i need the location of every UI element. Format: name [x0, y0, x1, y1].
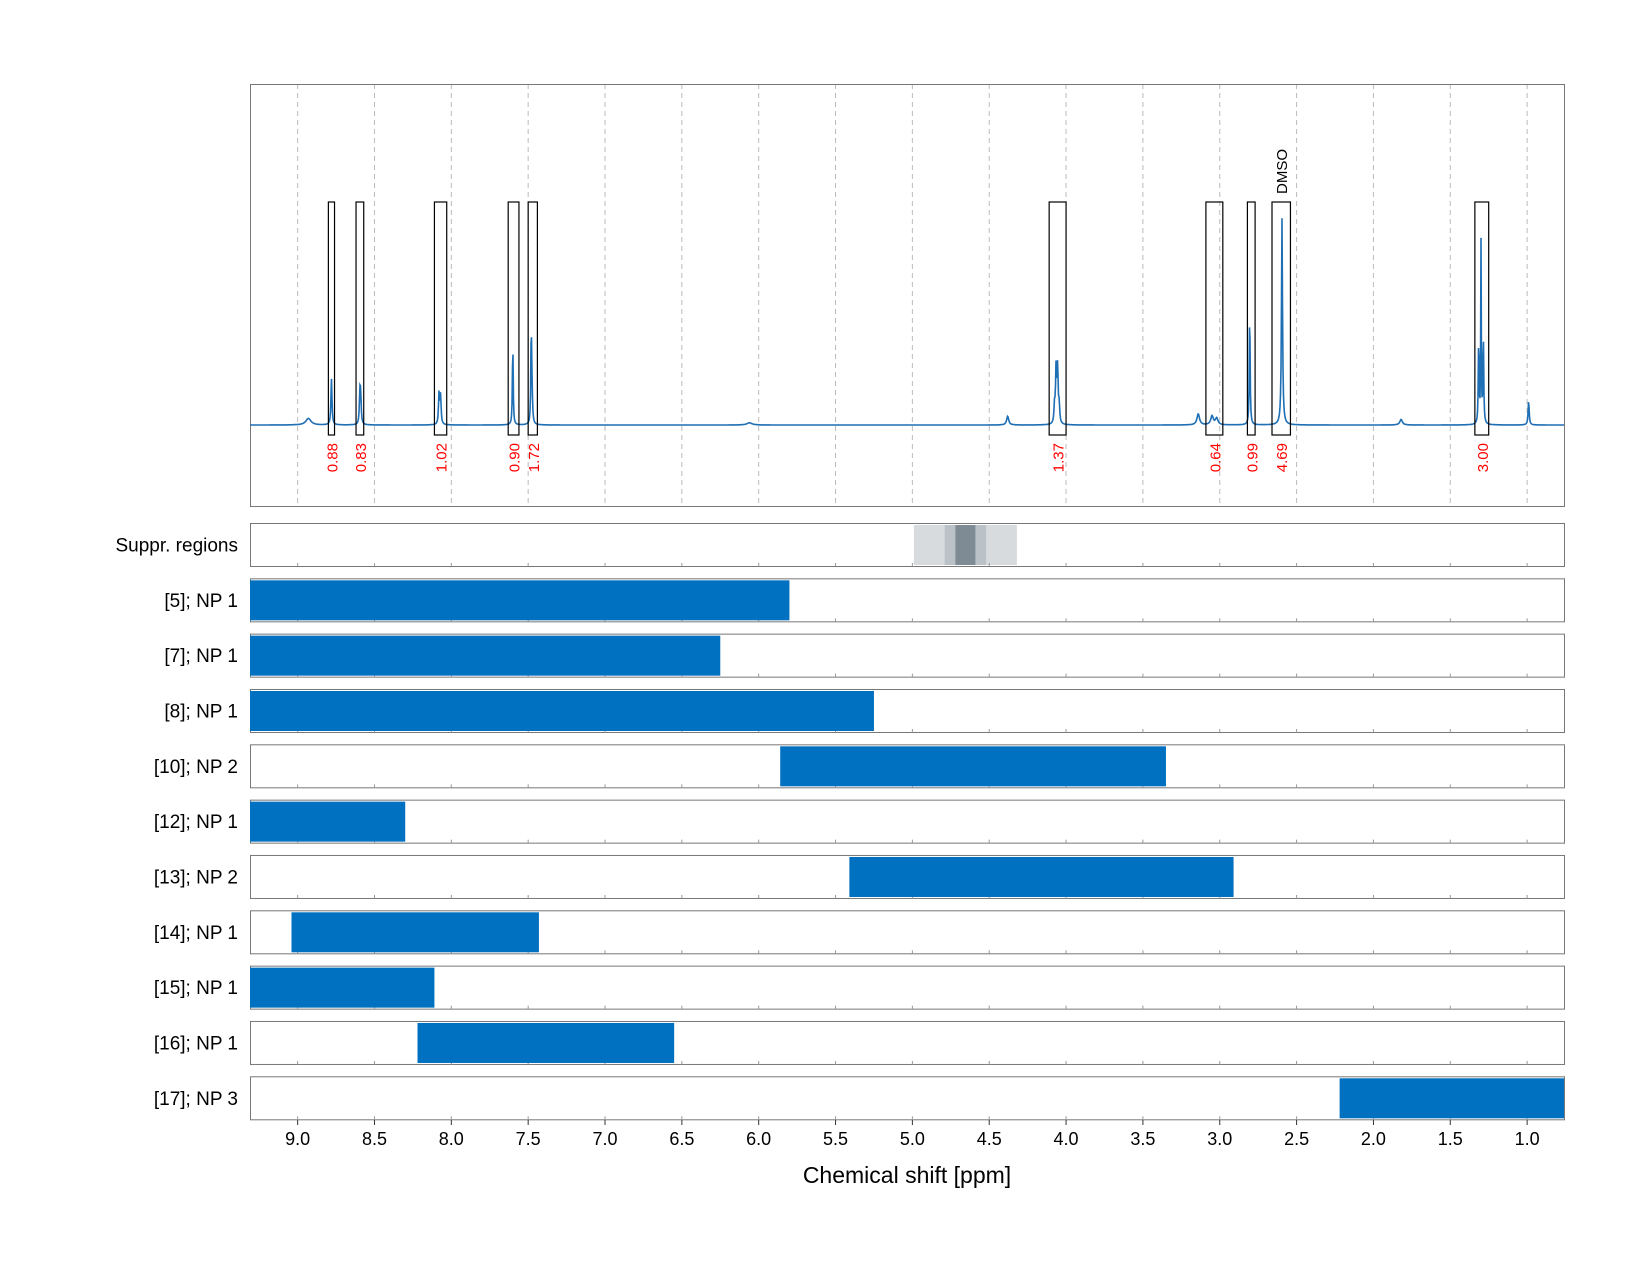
x-axis: 9.0 8.5 8.0 7.5 7.0 6.5 6.0 5.5 5.0 4.5 4.0 3.5 3.0 2… [285, 1120, 1540, 1149]
spectrum-gridlines [297, 84, 1528, 506]
row-frame [250, 799, 1565, 844]
x-tick-label: 6.5 [669, 1129, 694, 1149]
range-row: [7]; NP 1 [164, 633, 1565, 678]
x-tick-label: 3.5 [1130, 1129, 1155, 1149]
spectrum-plot [250, 218, 1564, 426]
range-bar [250, 690, 874, 731]
range-row: [10]; NP 2 [154, 744, 1565, 789]
range-bar [849, 856, 1234, 897]
integral-box [1048, 201, 1067, 436]
x-tick-label: 5.0 [900, 1129, 925, 1149]
row-label: [7]; NP 1 [164, 646, 238, 667]
row-label: [17]; NP 3 [154, 1089, 238, 1110]
x-tick-label: 2.0 [1361, 1129, 1386, 1149]
x-tick-label: 1.0 [1515, 1129, 1540, 1149]
integral-label: 0.90 [507, 443, 524, 472]
x-tick-label: 2.5 [1284, 1129, 1309, 1149]
row-label: [16]; NP 1 [154, 1033, 238, 1054]
peak-annotation: DMSO [1274, 149, 1291, 194]
row-frame [250, 965, 1565, 1010]
range-bar [1339, 1078, 1564, 1119]
spectrum-panel [250, 84, 1565, 507]
integral-label: 0.99 [1244, 443, 1261, 472]
row-label: [8]; NP 1 [164, 701, 238, 722]
integral-box [1246, 201, 1256, 436]
integral-label: 0.83 [353, 443, 370, 472]
range-row: [15]; NP 1 [154, 965, 1565, 1010]
suppression-band [955, 525, 976, 565]
integral-label: 4.69 [1274, 443, 1291, 472]
x-tick-label: 4.5 [977, 1129, 1002, 1149]
integral-label: 1.72 [526, 443, 543, 472]
range-bar [250, 635, 721, 676]
range-row: [12]; NP 1 [154, 799, 1565, 844]
integral-box [433, 201, 448, 436]
x-tick-label: 8.5 [362, 1129, 387, 1149]
integral-label: 3.00 [1475, 443, 1492, 472]
range-row: [16]; NP 1 [154, 1020, 1565, 1065]
integral-label: 0.64 [1207, 443, 1224, 472]
row-label: Suppr. regions [115, 536, 238, 557]
x-tick-label: 1.5 [1438, 1129, 1463, 1149]
integral-box [327, 201, 336, 436]
integral-regions: 0.88 0.83 1.02 0.90 1.72 1.37 0.64 0.99 4.69 DMSO… [324, 149, 1491, 472]
range-bar [780, 746, 1166, 787]
row-label: [12]; NP 1 [154, 812, 238, 833]
integral-label: 0.88 [324, 443, 341, 472]
range-bar [250, 801, 406, 842]
spectrum-line [250, 218, 1564, 426]
range-row: [5]; NP 1 [164, 578, 1565, 623]
integral-box [1205, 201, 1224, 436]
integral-box [527, 201, 538, 436]
row-label: [5]; NP 1 [164, 591, 238, 612]
range-row: [13]; NP 2 [154, 854, 1565, 899]
range-row: [14]; NP 1 [154, 910, 1565, 955]
x-tick-label: 7.0 [592, 1129, 617, 1149]
range-bar [250, 967, 435, 1008]
x-axis-label: Chemical shift [ppm] [803, 1162, 1011, 1188]
range-bar [417, 1022, 675, 1063]
row-label: [13]; NP 2 [154, 867, 238, 888]
integral-label: 1.02 [434, 443, 451, 472]
x-tick-label: 7.5 [516, 1129, 541, 1149]
x-tick-label: 5.5 [823, 1129, 848, 1149]
suppression-row: Suppr. regions [115, 523, 1565, 567]
range-bar [250, 580, 790, 621]
range-rows: Suppr. regions [5]; NP 1 [7]; NP 1 [8]; NP … [115, 523, 1565, 1121]
row-label: [10]; NP 2 [154, 757, 238, 778]
integral-box [507, 201, 520, 436]
integral-label: 1.37 [1051, 443, 1068, 472]
range-bar [291, 912, 539, 953]
integral-box [1474, 201, 1490, 436]
row-label: [14]; NP 1 [154, 923, 238, 944]
x-tick-label: 3.0 [1207, 1129, 1232, 1149]
range-row: [17]; NP 3 [154, 1076, 1565, 1121]
range-row: [8]; NP 1 [164, 688, 1565, 733]
x-tick-label: 4.0 [1054, 1129, 1079, 1149]
integral-box [1271, 201, 1292, 436]
x-tick-label: 9.0 [285, 1129, 310, 1149]
x-tick-label: 8.0 [439, 1129, 464, 1149]
integral-box [355, 201, 365, 436]
x-tick-label: 6.0 [746, 1129, 771, 1149]
row-frame [250, 523, 1565, 567]
row-label: [15]; NP 1 [154, 978, 238, 999]
